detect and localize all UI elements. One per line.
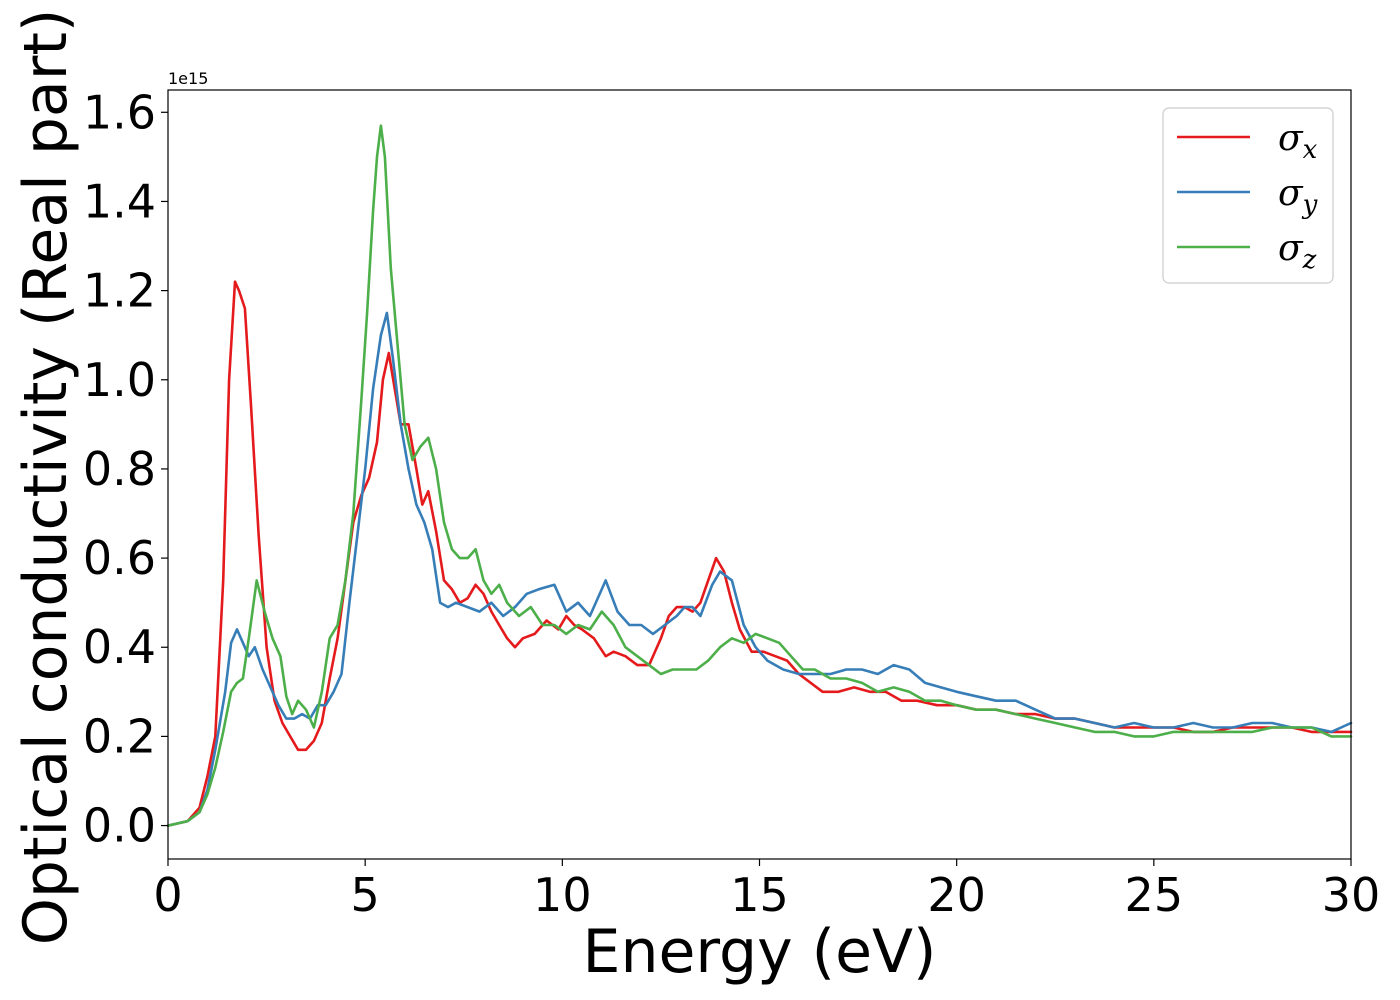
x-tick-label: 15 [730,868,789,922]
y-tick-label: 1.4 [83,174,156,228]
y-axis: 0.0 0.2 0.4 0.6 0.8 1.0 1.2 1.4 1.6 [83,85,168,853]
series-line-sigma-x [166,280,1353,827]
series-line-sigma-y [166,311,1353,827]
y-tick-label: 1.2 [83,264,156,318]
x-tick-label: 20 [927,868,986,922]
plot-area [166,124,1353,827]
legend-label-subscript: y [1302,190,1318,220]
legend-label-subscript: z [1302,245,1317,275]
x-tick-label: 10 [533,868,592,922]
x-tick-label: 25 [1125,868,1184,922]
series-line-sigma-z [166,124,1353,827]
y-axis-title: Optical conductivity (Real part) [11,9,81,946]
x-axis: 0 5 10 15 20 25 30 [153,859,1380,922]
y-tick-label: 0.4 [83,620,156,674]
legend-label-subscript: x [1303,135,1318,165]
y-tick-label: 0.6 [83,531,156,585]
y-tick-label: 0.2 [83,709,156,763]
x-tick-label: 0 [153,868,182,922]
y-offset-text: 1e15 [168,69,208,88]
x-axis-title: Energy (eV) [583,917,937,987]
y-tick-label: 1.0 [83,353,156,407]
x-tick-label: 5 [351,868,380,922]
legend-box [1162,107,1334,284]
y-tick-label: 0.8 [83,442,156,496]
y-tick-label: 0.0 [83,799,156,853]
y-tick-label: 1.6 [83,85,156,139]
x-tick-label: 30 [1322,868,1381,922]
